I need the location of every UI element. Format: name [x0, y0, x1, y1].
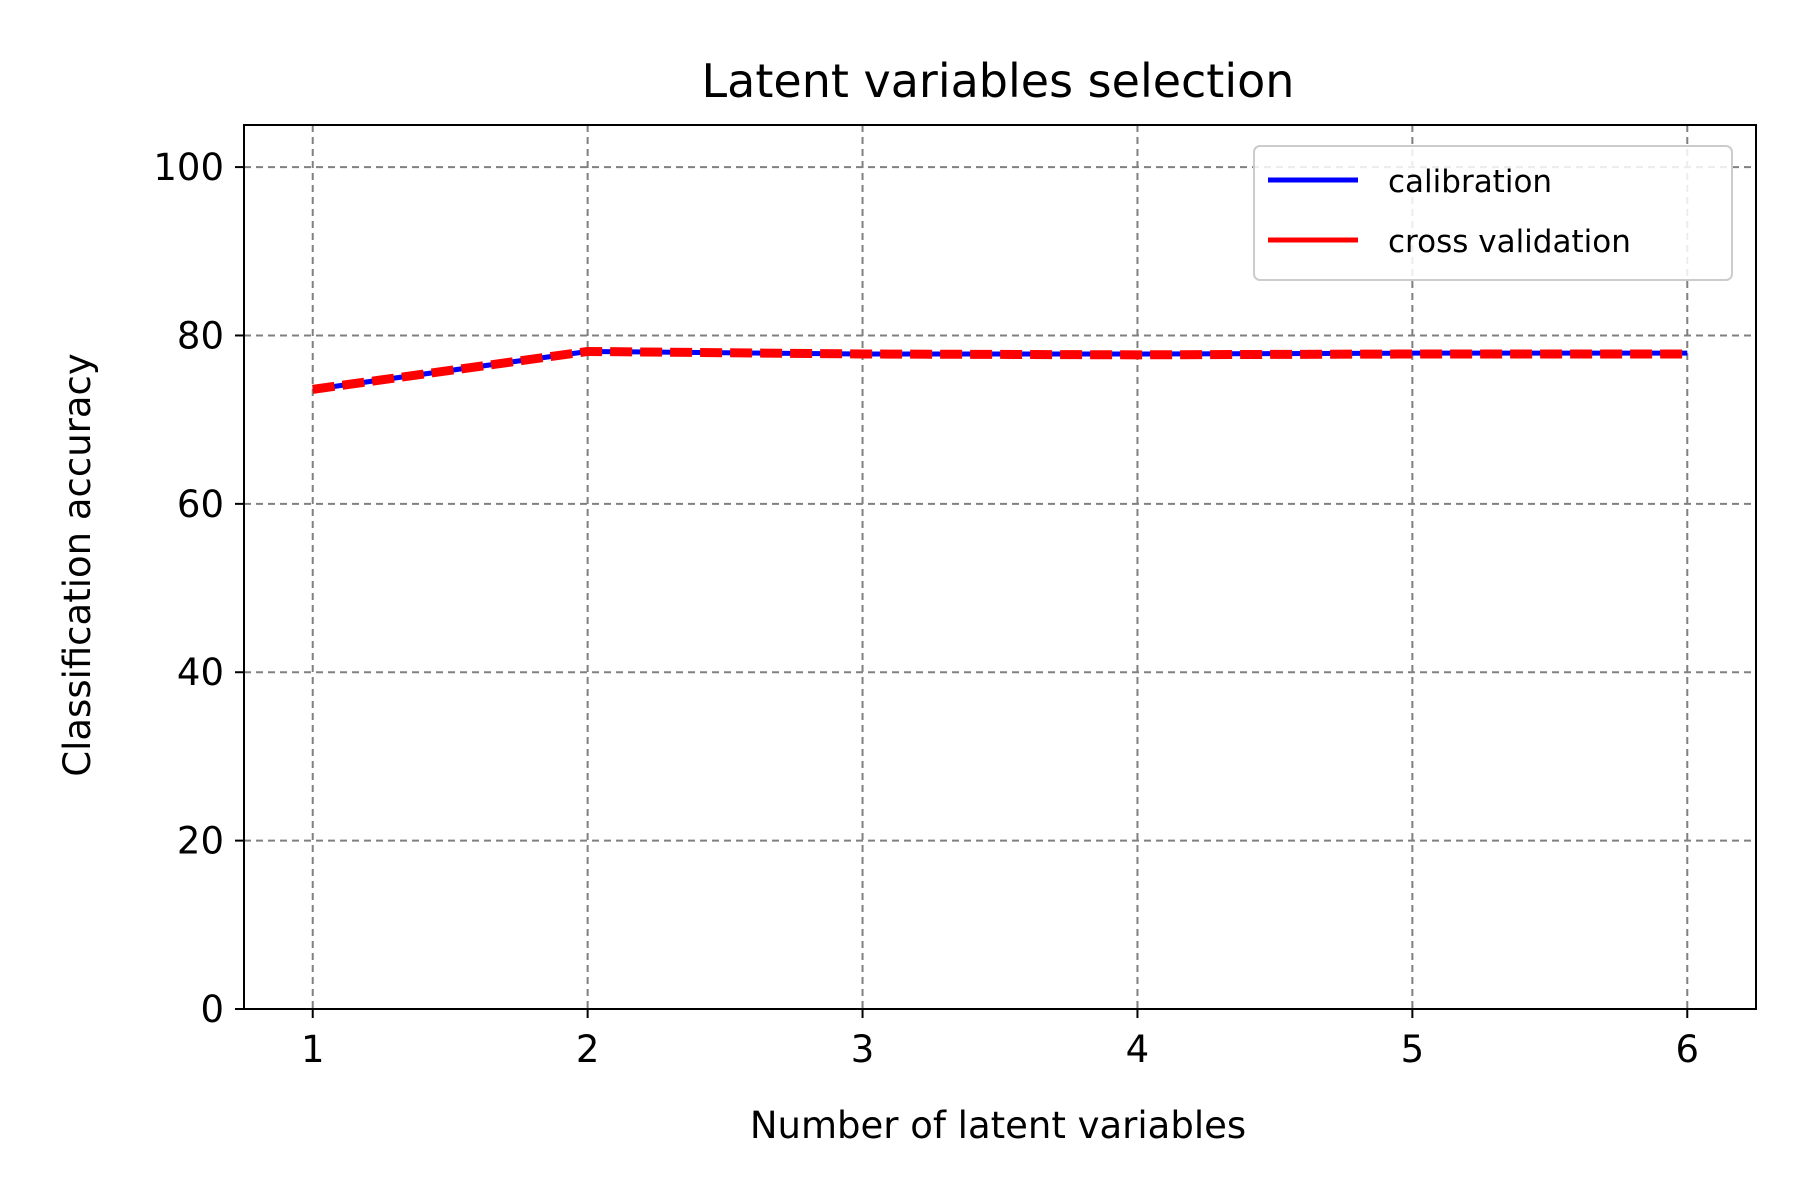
x-tick-label: 5	[1401, 1028, 1425, 1071]
y-tick-label: 80	[177, 314, 224, 357]
x-tick-label: 4	[1126, 1028, 1150, 1071]
legend-label-calibration: calibration	[1388, 164, 1552, 200]
x-axis-label: Number of latent variables	[750, 1104, 1246, 1147]
y-tick-label: 60	[177, 483, 224, 526]
y-axis-label: Classification accuracy	[56, 353, 99, 777]
x-tick-label: 1	[301, 1028, 325, 1071]
legend-label-cross-validation: cross validation	[1388, 224, 1631, 260]
x-tick-label: 3	[851, 1028, 875, 1071]
legend: calibration cross validation	[1254, 146, 1732, 280]
chart-title: Latent variables selection	[702, 54, 1295, 108]
y-tick-label: 0	[200, 988, 224, 1031]
y-tick-label: 100	[153, 146, 224, 189]
y-tick-label: 40	[177, 651, 224, 694]
x-tick-label: 2	[576, 1028, 600, 1071]
x-tick-label: 6	[1675, 1028, 1699, 1071]
y-tick-label: 20	[177, 820, 224, 863]
